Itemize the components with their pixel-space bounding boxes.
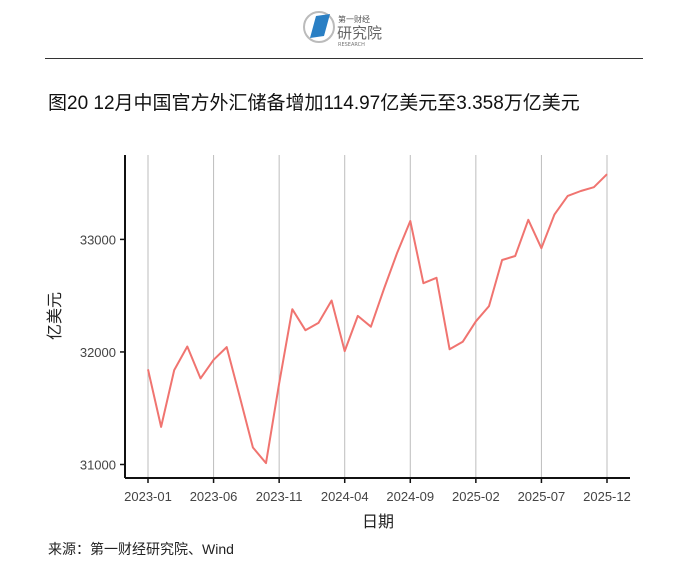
grid-lines — [147, 155, 608, 478]
source-note: 来源：第一财经研究院、Wind — [48, 541, 234, 557]
x-ticks: 2023-01 2023-06 2023-11 2024-04 2024-09 2025-… — [124, 478, 631, 504]
x-tick-label: 2025-07 — [518, 489, 566, 504]
y-axis-label: 亿美元 — [46, 292, 64, 340]
x-tick-label: 2024-04 — [321, 489, 369, 504]
x-tick-label: 2024-09 — [386, 489, 434, 504]
y-tick-label: 32000 — [80, 345, 116, 360]
axes — [124, 155, 630, 479]
x-axis-label: 日期 — [362, 513, 394, 531]
y-tick-label: 33000 — [80, 232, 116, 247]
svg-text:研究院: 研究院 — [337, 24, 382, 42]
x-tick-label: 2025-12 — [583, 489, 631, 504]
y-ticks: 31000 32000 33000 — [80, 232, 125, 472]
svg-text:第一财经: 第一财经 — [338, 14, 370, 24]
x-tick-label: 2023-11 — [256, 489, 303, 504]
series-line — [147, 173, 608, 465]
svg-text:RESEARCH: RESEARCH — [338, 42, 365, 48]
x-tick-label: 2023-06 — [190, 489, 238, 504]
y-tick-label: 31000 — [80, 457, 116, 472]
header-divider — [45, 58, 643, 59]
logo: 第一财经 研究院 RESEARCH — [302, 6, 392, 48]
x-tick-label: 2025-02 — [452, 489, 500, 504]
chart-title: 图20 12月中国官方外汇储备增加114.97亿美元至3.358万亿美元 — [48, 93, 580, 114]
x-tick-label: 2023-01 — [124, 489, 172, 504]
